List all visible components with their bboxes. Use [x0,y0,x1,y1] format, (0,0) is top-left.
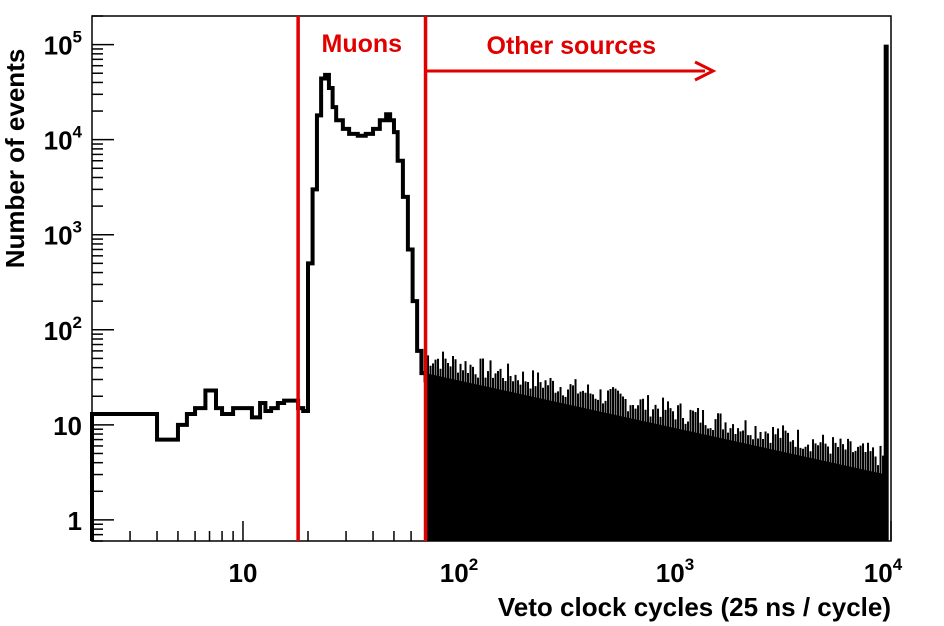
plot-marks [90,44,889,541]
annotations: Muons Other sources [296,16,717,541]
y-axis-label: Number of events [0,49,30,269]
histogram-line [90,72,428,541]
x-tick-label: 104 [864,555,903,588]
plot-frame [91,15,892,542]
y-tick-label: 10 [53,411,82,441]
x-tick-label: 103 [656,555,694,588]
x-axis-label: Veto clock cycles (25 ns / cycle) [498,592,891,622]
y-tick-label: 104 [44,123,83,156]
y-tick-label: 105 [44,28,82,61]
axis-ticks: 10 102 103 104 1 10 102 103 104 105 [44,15,903,588]
x-tick-label: 102 [440,555,478,588]
muons-label: Muons [322,30,403,58]
y-tick-label: 102 [44,313,82,346]
y-tick-label: 103 [44,218,82,251]
other-sources-label: Other sources [487,32,657,60]
y-tick-label: 1 [68,506,82,536]
x-tick-label: 10 [229,558,258,588]
other-sources-arrow-head [694,60,717,82]
